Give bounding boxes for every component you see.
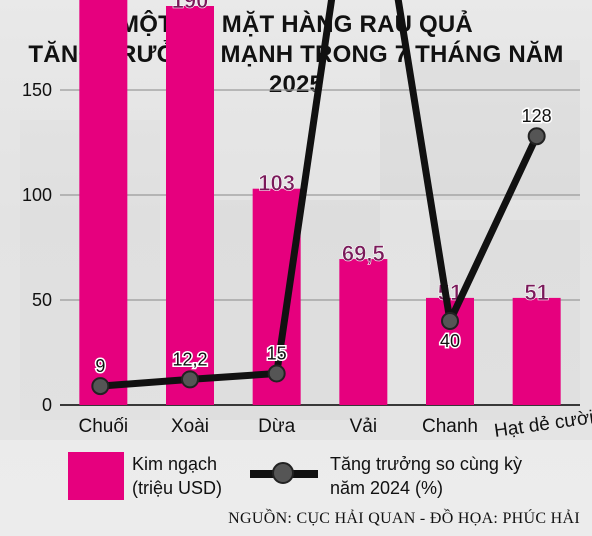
x-category-label: Vải: [350, 416, 377, 437]
y-tick-label: 100: [22, 185, 52, 205]
y-tick-label: 150: [22, 80, 52, 100]
growth-line: [100, 0, 540, 390]
growth-point: [91, 377, 110, 396]
growth-point: [527, 127, 546, 146]
x-category-label: Chanh: [422, 416, 478, 437]
legend-bar-label-1: Kim ngạch: [132, 454, 218, 474]
legend-line-label-2: năm 2024 (%): [330, 478, 444, 498]
y-tick-label: 50: [32, 290, 52, 310]
bar: [339, 259, 388, 405]
legend: Kim ngạch (triệu USD) Tăng trưởng so cùn…: [0, 448, 592, 508]
bar: [166, 6, 214, 405]
chart-plot: 05010015020025025519010369,55151912,2152…: [22, 0, 592, 442]
x-category-label: Hạt dẻ cười: [493, 407, 592, 442]
growth-value-label: 128: [522, 106, 552, 126]
growth-point: [441, 312, 459, 330]
y-tick-label: 0: [42, 395, 52, 415]
x-category-label: Xoài: [171, 416, 209, 437]
legend-line-label-1: Tăng trưởng so cùng kỳ: [330, 454, 522, 474]
legend-bar-swatch: [68, 452, 124, 500]
legend-bar-label-2: (triệu USD): [132, 478, 223, 498]
legend-dot-marker: [272, 462, 294, 484]
x-category-label: Chuối: [79, 416, 129, 437]
growth-value-label: 40: [440, 331, 460, 351]
bar-value-label: 103: [258, 171, 295, 196]
growth-value-label: 12,2: [172, 349, 207, 369]
bar: [512, 297, 561, 405]
bar-value-label: 51: [524, 280, 548, 305]
growth-point: [267, 364, 286, 383]
growth-value-label: 15: [267, 344, 287, 364]
bar-value-label: 69,5: [342, 241, 385, 266]
x-category-label: Dừa: [258, 416, 295, 437]
bar: [79, 0, 128, 405]
growth-value-label: 9: [95, 356, 105, 376]
growth-point: [181, 370, 199, 389]
bar-value-label: 190: [172, 0, 209, 13]
source-credit: NGUỒN: CỤC HẢI QUAN - ĐỒ HỌA: PHÚC HẢI: [228, 510, 580, 527]
